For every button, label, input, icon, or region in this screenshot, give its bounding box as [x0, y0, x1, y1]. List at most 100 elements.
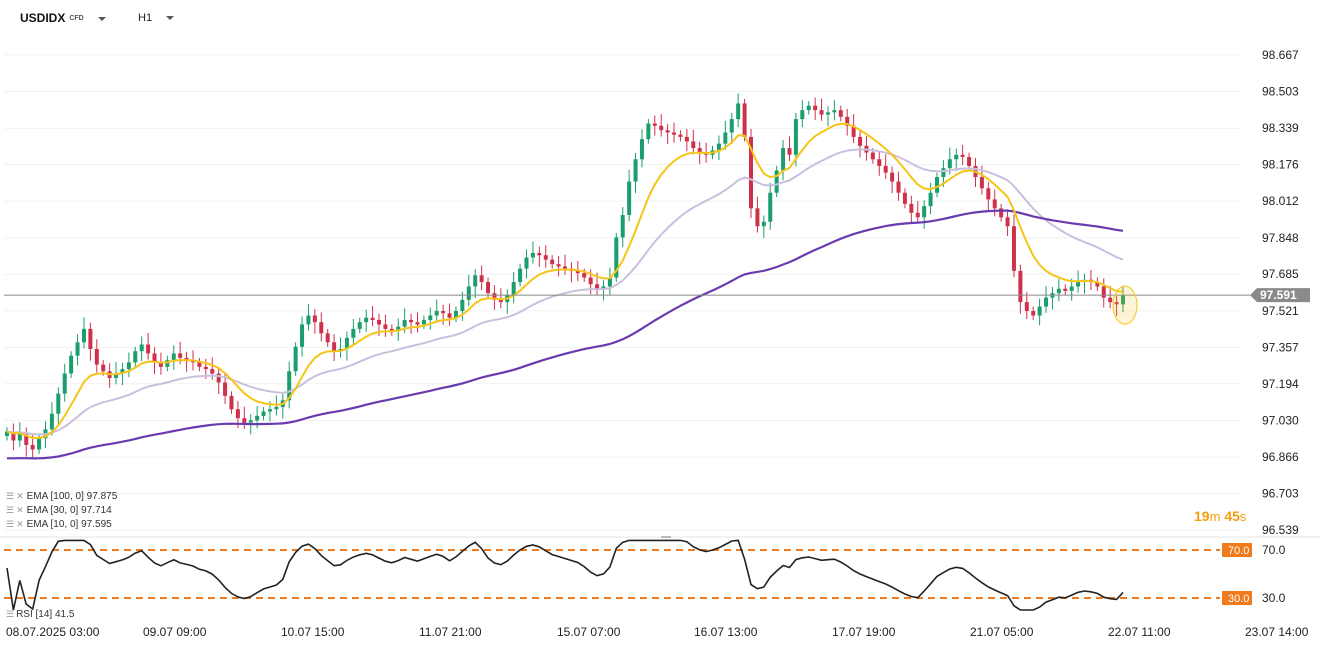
candle-body [473, 275, 478, 287]
chevron-down-icon[interactable] [166, 16, 175, 21]
chevron-down-icon[interactable] [97, 16, 106, 21]
ema10-value: 97.595 [81, 519, 112, 530]
candle-body [402, 319, 407, 327]
menu-icon[interactable]: ☰ [6, 609, 15, 619]
candle-body [736, 103, 741, 120]
candle-body [351, 328, 356, 338]
candle-body [370, 317, 375, 320]
ema100-value: 97.875 [86, 491, 118, 502]
candle-body [466, 286, 471, 300]
menu-icon[interactable]: ☰ [6, 491, 15, 501]
candle-body [94, 348, 99, 365]
candle-body [883, 165, 888, 173]
legend-ema100: ☰ ✕ EMA [100, 0] 97.875 [6, 491, 117, 502]
candle-body [344, 337, 349, 349]
candle-body [627, 181, 632, 216]
candle-body [383, 324, 388, 329]
candle-body [223, 382, 228, 396]
candle-body [646, 123, 651, 140]
candle-body [203, 366, 208, 370]
x-tick-label: 11.07 21:00 [419, 625, 482, 639]
candle-body [1121, 295, 1125, 305]
last-price-badge [1250, 288, 1310, 303]
rsi-label: RSI [14] [16, 609, 53, 620]
candle-body [479, 275, 484, 283]
candle-body [453, 311, 458, 318]
timeframe-label: H1 [138, 12, 153, 24]
candle-body [979, 177, 984, 189]
candle-body [614, 237, 619, 278]
candle-body [498, 299, 503, 303]
ema30-label: EMA [30, 0] [26, 505, 79, 516]
candle-body [729, 119, 734, 133]
y-tick-label: 96.539 [1262, 523, 1299, 537]
candle-body [37, 438, 42, 450]
y-tick-label: 98.503 [1262, 85, 1299, 99]
candle-body [364, 317, 369, 323]
candle-body [524, 257, 529, 269]
candle-body [447, 313, 452, 318]
timer-minutes: 19 [1194, 508, 1210, 524]
candle-body [306, 315, 311, 325]
candle-body [24, 433, 29, 445]
candle-body [909, 203, 914, 213]
candle-body [691, 141, 696, 149]
y-tick-label: 98.012 [1262, 194, 1299, 208]
candle-body [928, 192, 933, 207]
candle-body [17, 433, 22, 441]
candle-body [1018, 270, 1023, 303]
candle-body [56, 393, 61, 414]
candle-body [518, 268, 523, 283]
candle-body [890, 172, 895, 182]
candle-body [563, 266, 567, 269]
candle-body [787, 148, 792, 155]
candle-body [838, 110, 843, 117]
y-tick-label: 98.667 [1262, 48, 1299, 62]
candle-body [877, 159, 882, 166]
candle-body [267, 409, 272, 412]
candle-countdown: 19m 45s [1194, 508, 1246, 524]
candle-body [171, 353, 176, 361]
candle-body [511, 282, 516, 296]
candle-body [749, 136, 753, 209]
candle-body [851, 125, 856, 137]
close-icon[interactable]: ✕ [16, 491, 24, 501]
candle-body [800, 110, 805, 120]
candle-body [486, 282, 491, 294]
candle-body [428, 315, 433, 320]
rsi-level-badge [1222, 591, 1252, 605]
candle-body [152, 353, 157, 363]
y-tick-label: 96.703 [1262, 486, 1299, 500]
candle-body [537, 252, 542, 256]
close-icon[interactable]: ✕ [16, 519, 24, 529]
last-price-label: 97.591 [1260, 288, 1297, 302]
candle-body [960, 154, 965, 158]
menu-icon[interactable]: ☰ [6, 505, 15, 515]
ema100-label: EMA [100, 0] [26, 491, 84, 502]
candle-body [49, 413, 54, 430]
candle-body [69, 355, 74, 374]
y-tick-label: 97.194 [1262, 377, 1299, 391]
candle-body [460, 299, 465, 312]
y-tick-label: 98.339 [1262, 121, 1299, 135]
timer-seconds: 45 [1224, 508, 1240, 524]
candle-body [947, 159, 952, 169]
candle-body [146, 344, 151, 354]
candle-body [678, 134, 683, 137]
y-tick-label: 98.176 [1262, 158, 1299, 172]
candle-body [1101, 286, 1106, 298]
candle-body [684, 136, 689, 142]
candle-body [742, 103, 747, 137]
timeframe-selector[interactable]: H1 [138, 12, 175, 24]
candle-body [845, 116, 850, 126]
close-icon[interactable]: ✕ [16, 505, 24, 515]
candle-body [1069, 286, 1074, 291]
candle-body [126, 362, 131, 370]
ema30-line [6, 148, 1124, 436]
menu-icon[interactable]: ☰ [6, 519, 15, 529]
candle-body [88, 328, 93, 349]
candle-body [723, 132, 728, 144]
symbol-selector[interactable]: USDIDX CFD [20, 11, 106, 25]
legend-ema30: ☰ ✕ EMA [30, 0] 97.714 [6, 505, 112, 516]
